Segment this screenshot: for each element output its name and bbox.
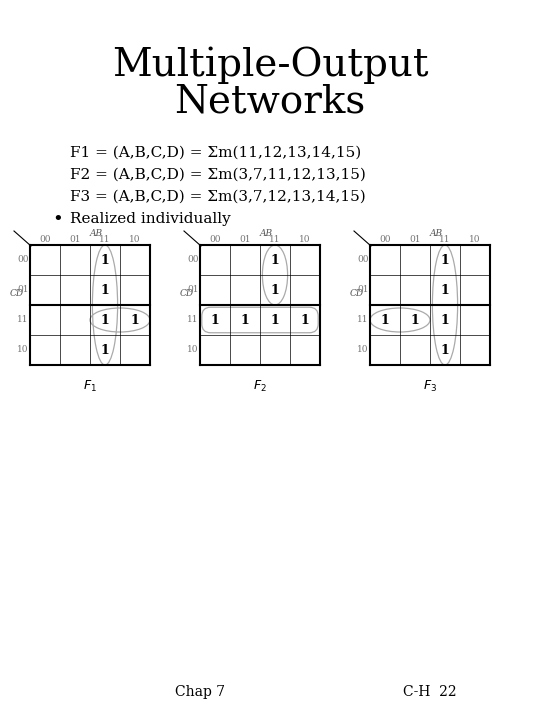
Text: 10: 10	[17, 346, 29, 354]
Text: Realized individually: Realized individually	[70, 212, 231, 226]
Text: 10: 10	[299, 235, 310, 245]
Text: CD: CD	[10, 289, 24, 297]
Text: 10: 10	[187, 346, 199, 354]
Text: 1: 1	[441, 253, 449, 266]
Text: CD: CD	[180, 289, 194, 297]
Text: $F_3$: $F_3$	[423, 379, 437, 394]
Text: 11: 11	[17, 315, 29, 325]
Text: 1: 1	[100, 253, 110, 266]
Text: 00: 00	[17, 256, 29, 264]
Text: 1: 1	[381, 313, 389, 326]
Text: 1: 1	[271, 284, 279, 297]
Text: 10: 10	[129, 235, 141, 245]
Text: 00: 00	[357, 256, 369, 264]
Text: Networks: Networks	[174, 84, 366, 120]
Text: 10: 10	[469, 235, 481, 245]
Text: 01: 01	[357, 286, 369, 294]
Text: 11: 11	[269, 235, 281, 245]
Text: •: •	[52, 210, 63, 228]
Text: 11: 11	[99, 235, 111, 245]
Text: AB: AB	[259, 230, 273, 238]
Text: AB: AB	[429, 230, 443, 238]
Text: Multiple-Output: Multiple-Output	[112, 46, 428, 84]
Text: 01: 01	[17, 286, 29, 294]
Text: 1: 1	[100, 313, 110, 326]
Text: 01: 01	[239, 235, 251, 245]
Text: 01: 01	[69, 235, 81, 245]
Text: AB: AB	[90, 230, 103, 238]
Text: 01: 01	[409, 235, 421, 245]
Text: 10: 10	[357, 346, 369, 354]
Text: CD: CD	[350, 289, 364, 297]
Text: 11: 11	[187, 315, 199, 325]
Text: F3 = (A,B,C,D) = Σm(3,7,12,13,14,15): F3 = (A,B,C,D) = Σm(3,7,12,13,14,15)	[70, 190, 366, 204]
Text: 1: 1	[100, 343, 110, 356]
Text: 00: 00	[379, 235, 391, 245]
Text: 00: 00	[187, 256, 199, 264]
Text: 1: 1	[301, 313, 309, 326]
Text: 1: 1	[441, 343, 449, 356]
Text: 1: 1	[271, 253, 279, 266]
Text: 1: 1	[211, 313, 219, 326]
Text: $F_2$: $F_2$	[253, 379, 267, 394]
Text: 11: 11	[357, 315, 369, 325]
Text: 1: 1	[100, 284, 110, 297]
Text: 00: 00	[39, 235, 51, 245]
Text: 1: 1	[131, 313, 139, 326]
Text: C-H  22: C-H 22	[403, 685, 457, 699]
Text: 01: 01	[187, 286, 199, 294]
Text: 1: 1	[441, 313, 449, 326]
Text: 11: 11	[439, 235, 451, 245]
Text: 1: 1	[241, 313, 249, 326]
Text: F2 = (A,B,C,D) = Σm(3,7,11,12,13,15): F2 = (A,B,C,D) = Σm(3,7,11,12,13,15)	[70, 168, 366, 182]
Text: Chap 7: Chap 7	[175, 685, 225, 699]
Text: 1: 1	[271, 313, 279, 326]
Text: F1 = (A,B,C,D) = Σm(11,12,13,14,15): F1 = (A,B,C,D) = Σm(11,12,13,14,15)	[70, 146, 361, 160]
Text: 00: 00	[210, 235, 221, 245]
Text: 1: 1	[441, 284, 449, 297]
Text: 1: 1	[410, 313, 420, 326]
Text: $F_1$: $F_1$	[83, 379, 97, 394]
